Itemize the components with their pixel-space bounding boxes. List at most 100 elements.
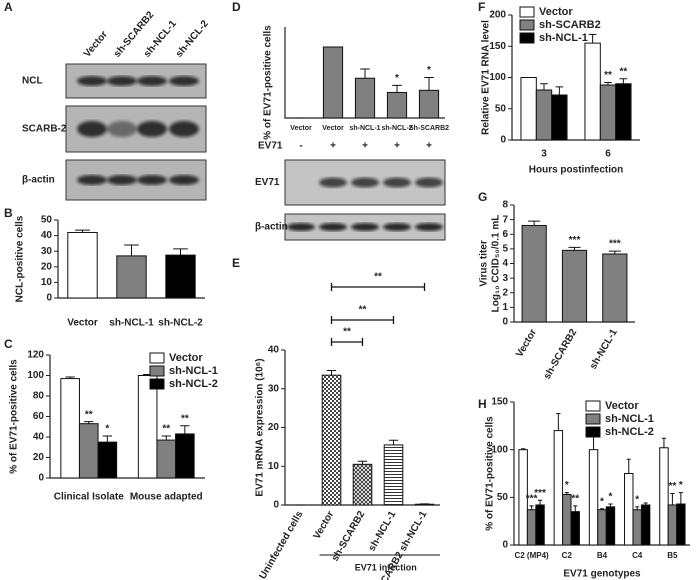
blot-band — [319, 223, 347, 231]
y-tick-label: 0 — [38, 473, 44, 484]
y-tick-label: 40 — [33, 432, 45, 443]
y-tick-label: 10 — [41, 277, 53, 288]
error-bar — [75, 229, 90, 233]
panel-letter: E — [232, 256, 240, 270]
x-tick-label: sh-NCL-2 — [381, 125, 412, 132]
blot-band — [415, 223, 443, 231]
blot-band — [137, 121, 167, 137]
y-tick-label: 0 — [502, 317, 508, 328]
bar — [521, 224, 547, 323]
significance: ** — [162, 424, 170, 435]
error-bar — [528, 220, 541, 226]
bar — [67, 231, 98, 299]
error-bar — [643, 502, 648, 505]
y-tick-label: 150 — [491, 397, 508, 408]
x-tick-label: Vector — [290, 125, 312, 132]
legend-label: sh-NCL-1 — [605, 413, 654, 425]
significance: ** — [181, 413, 189, 424]
error-bar — [555, 86, 564, 95]
significance: ** — [604, 70, 612, 81]
significance: ** — [571, 494, 579, 505]
y-tick-label: 0 — [502, 540, 508, 551]
blot-band — [169, 121, 199, 137]
error-bar — [608, 503, 613, 507]
error-bar — [161, 435, 171, 441]
bar — [321, 374, 342, 506]
legend-label: Vector — [539, 6, 573, 18]
bracket-label: ** — [343, 327, 351, 338]
bar — [520, 77, 537, 141]
y-tick-label: 150 — [489, 41, 506, 52]
x-tick-label: Uninfected cells — [258, 509, 306, 580]
y-tick-label: 5 — [502, 244, 508, 255]
significance: ** — [85, 409, 93, 420]
y-tick-label: 0 — [273, 500, 279, 511]
treatment-label: EV71 — [258, 141, 283, 152]
x-tick-label: Vector — [312, 509, 337, 541]
bar — [414, 503, 435, 506]
y-tick-label: 7 — [502, 214, 508, 225]
error-bar — [661, 437, 667, 448]
x-tick-label: Vector — [67, 318, 98, 329]
significance: * — [565, 480, 569, 491]
bar — [597, 509, 607, 546]
x-tick-label: 6 — [605, 149, 611, 160]
significance: * — [105, 424, 109, 435]
bar — [354, 77, 376, 119]
y-tick-label: 40 — [268, 345, 280, 356]
error-bar — [678, 492, 683, 505]
y-tick-label: 200 — [489, 10, 506, 21]
bar — [418, 89, 440, 119]
bar — [526, 509, 537, 546]
blot-band — [319, 177, 347, 188]
error-bar — [573, 505, 578, 512]
row-label: EV71 — [255, 177, 280, 188]
bar — [562, 493, 572, 546]
bar — [624, 473, 634, 546]
y-tick-label: 50 — [497, 492, 509, 503]
y-tick-label: 20 — [33, 452, 45, 463]
bar — [570, 511, 580, 546]
y-tick-label: 100 — [491, 444, 508, 455]
error-bar — [388, 439, 399, 445]
bar — [352, 463, 373, 506]
row-label: NCL — [22, 76, 43, 87]
blot-band — [107, 175, 137, 185]
legend-label: Vector — [169, 352, 203, 364]
lane-label: Vector — [82, 29, 110, 60]
panel-letter: B — [4, 206, 13, 220]
row-label: β-actin — [22, 175, 55, 186]
x-tick-label: sh-NCL-2 — [158, 318, 203, 329]
y-tick-label: 4 — [502, 258, 508, 269]
bar — [165, 254, 196, 299]
bar — [535, 89, 553, 141]
legend-label: sh-SCARB2 — [539, 19, 601, 31]
y-tick-label: 80 — [33, 391, 45, 402]
bracket — [330, 338, 364, 346]
x-tick-label: sh-NCL-1 — [367, 509, 399, 553]
y-tick-label: 0 — [500, 135, 506, 146]
treatment-sign: + — [394, 141, 400, 152]
error-bar — [619, 78, 628, 84]
bar — [632, 509, 642, 546]
y-tick-label: 120 — [27, 350, 44, 361]
error-bar — [608, 250, 621, 254]
treatment-sign: + — [330, 141, 336, 152]
error-bar — [537, 499, 543, 505]
y-axis-label: NCL-positive cells — [15, 215, 26, 302]
y-tick-label: 20 — [41, 261, 53, 272]
error-bar — [521, 448, 526, 450]
significance: * — [600, 496, 604, 507]
error-bar — [326, 370, 337, 376]
y-tick-label: 0 — [46, 293, 52, 304]
legend-swatch — [585, 400, 601, 412]
bar — [383, 444, 404, 506]
error-bar — [392, 84, 402, 93]
blot-band — [77, 175, 107, 185]
y-tick-label: 50 — [41, 215, 53, 226]
y-axis-label: % of EV71-positive cells — [9, 359, 20, 474]
bar — [588, 449, 599, 546]
blot-band — [77, 121, 107, 137]
error-bar — [102, 435, 112, 443]
